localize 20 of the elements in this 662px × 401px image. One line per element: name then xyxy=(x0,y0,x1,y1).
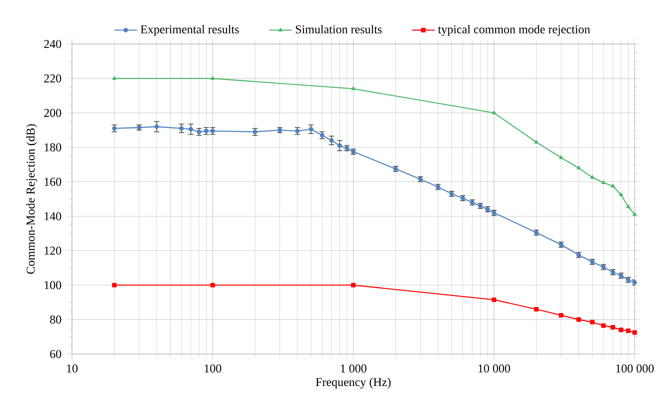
x-tick-label: 10 xyxy=(67,364,78,373)
legend-label: Experimental results xyxy=(140,24,239,36)
legend-label: typical common mode rejection xyxy=(438,24,590,36)
legend-label: Simulation results xyxy=(296,24,382,34)
y-tick-label: 60 xyxy=(50,350,62,358)
y-tick-label: 100 xyxy=(44,281,62,290)
y-tick-label: 220 xyxy=(44,74,62,83)
x-tick-label: 100 000 xyxy=(616,364,654,373)
y-tick-label: 140 xyxy=(44,212,62,220)
y-tick-label: 240 xyxy=(44,40,62,48)
y-axis-title: Common-Mode Rejection (dB) xyxy=(26,124,38,274)
y-tick-label: 120 xyxy=(44,246,62,255)
x-tick-label: 10 000 xyxy=(478,364,510,373)
y-tick-label: 80 xyxy=(50,316,62,324)
x-tick-label: 1 000 xyxy=(340,364,366,373)
x-tick-label: 100 xyxy=(204,364,222,373)
y-tick-label: 200 xyxy=(44,108,62,117)
y-tick-label: 160 xyxy=(44,178,62,186)
x-axis-title: Frequency (Hz) xyxy=(316,378,391,389)
y-tick-label: 180 xyxy=(44,143,62,152)
